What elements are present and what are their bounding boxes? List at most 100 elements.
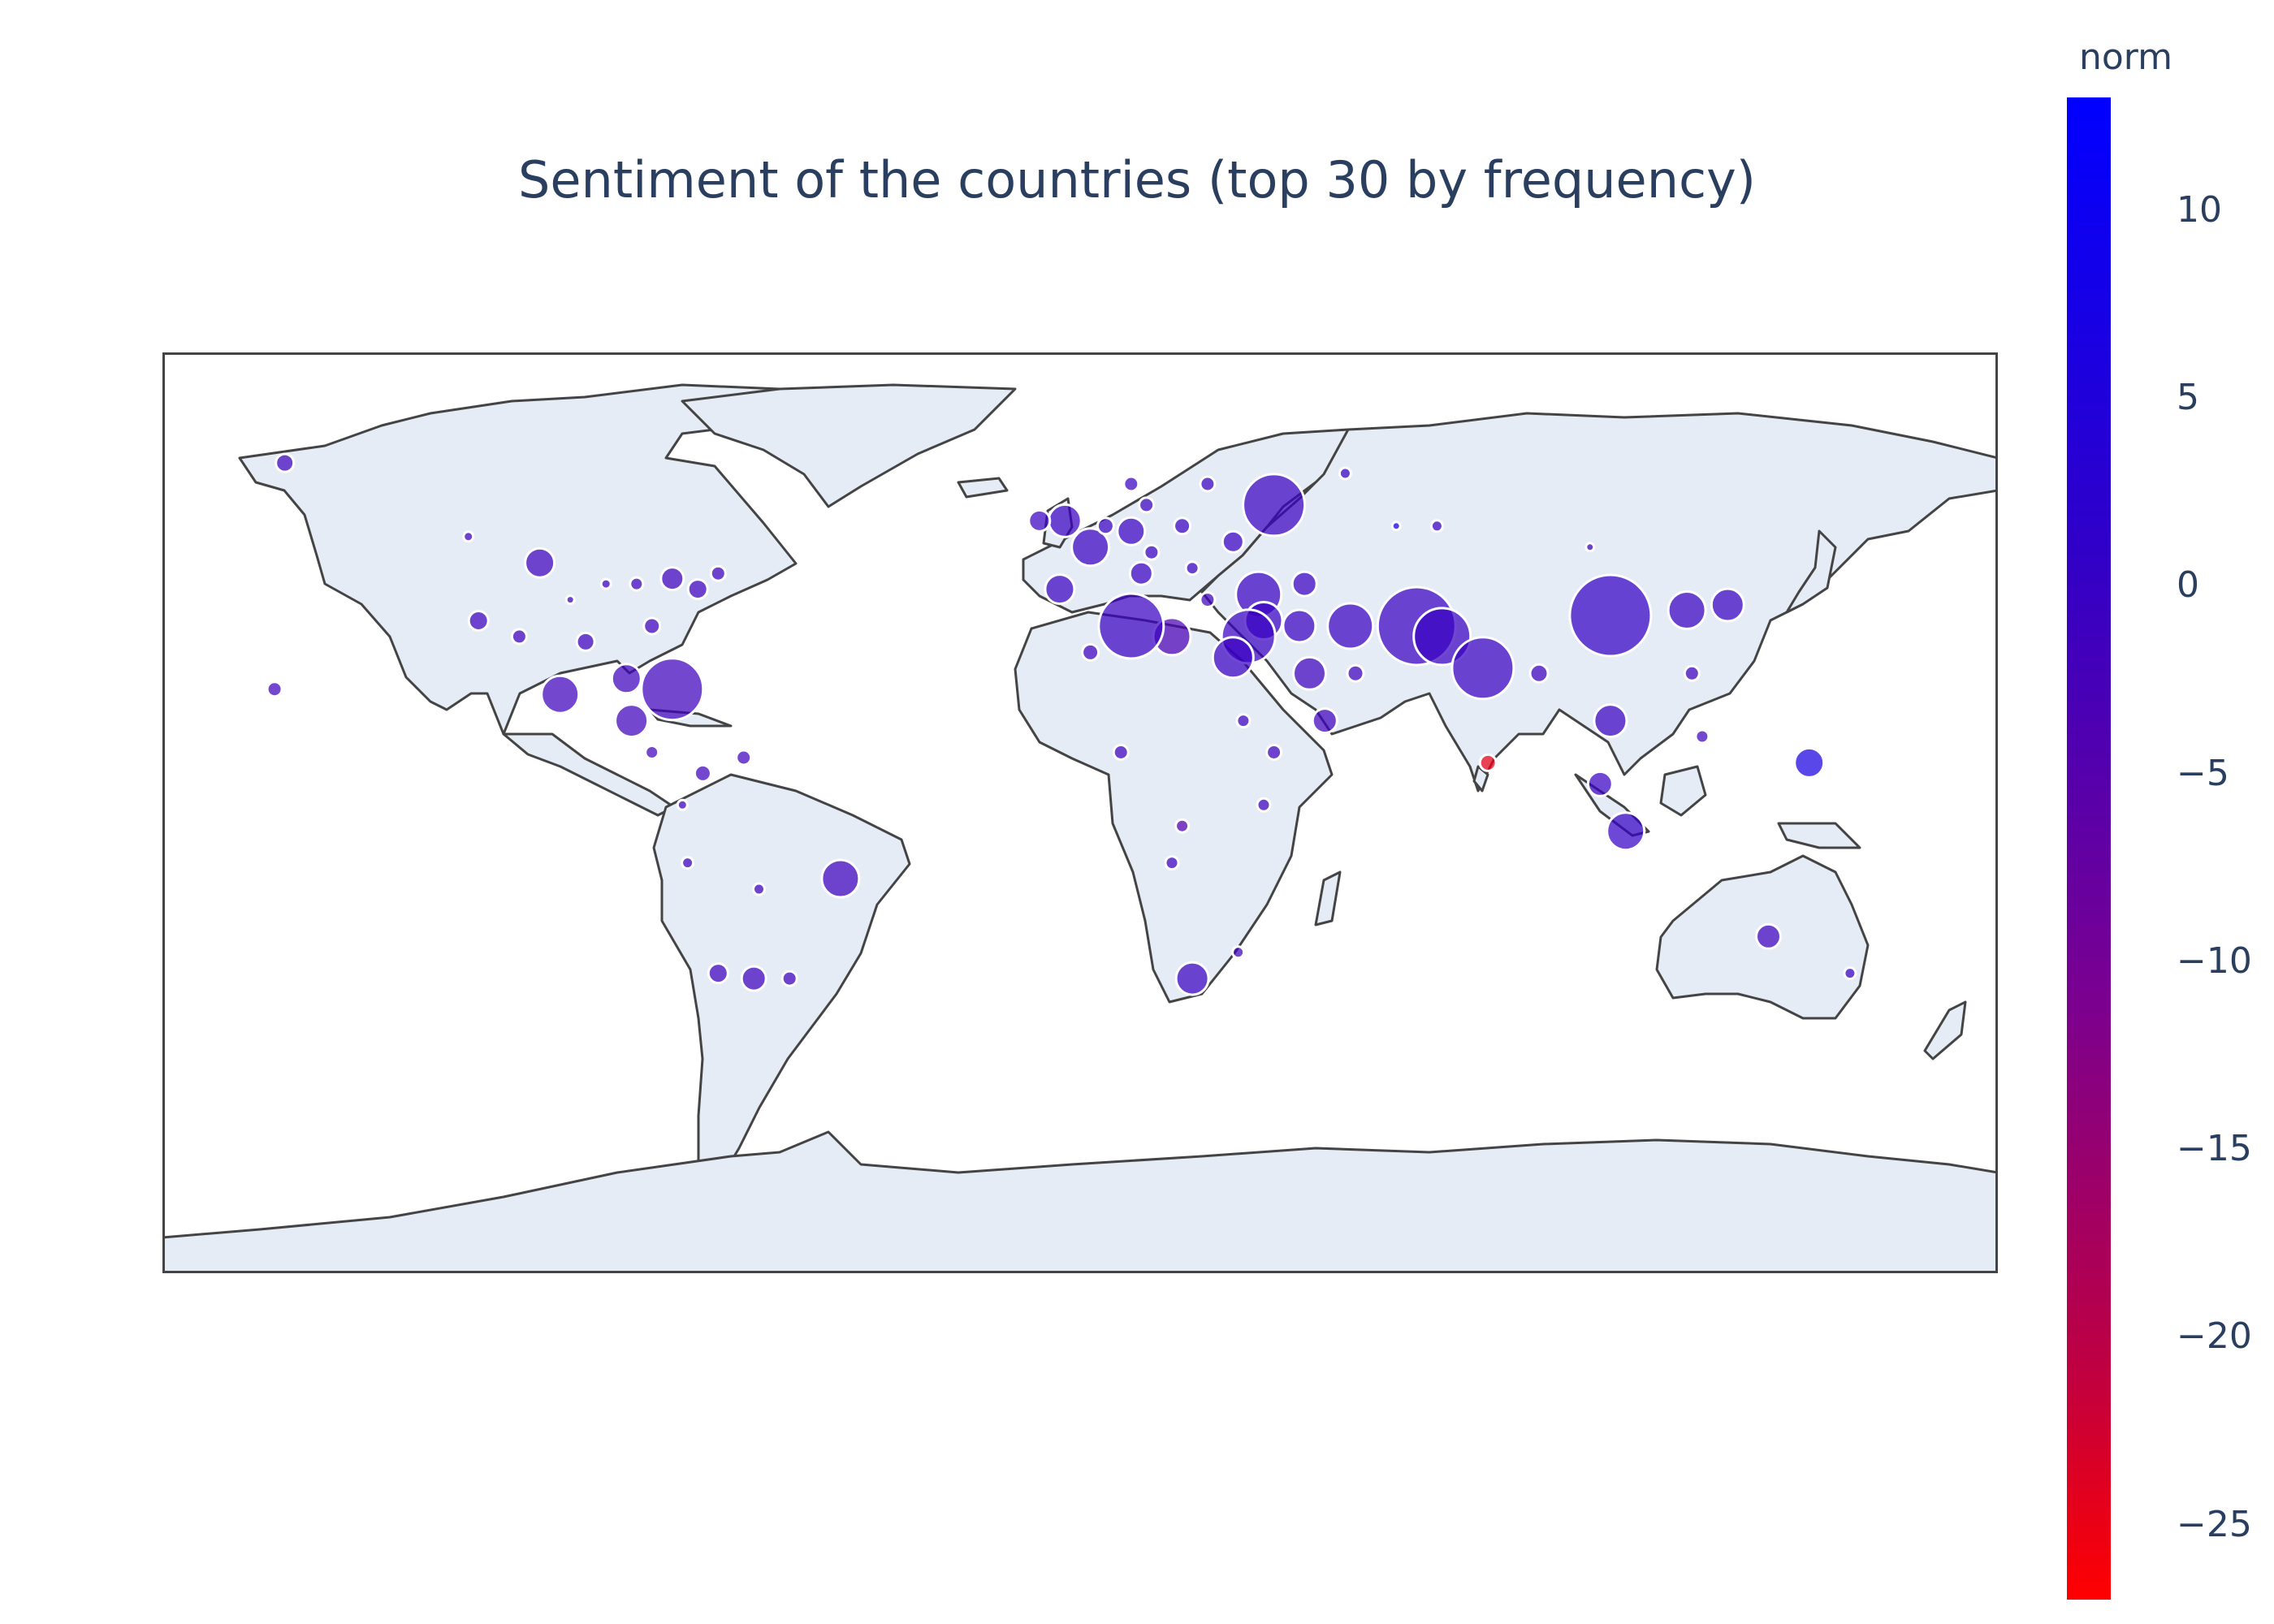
data-marker[interactable] — [1265, 744, 1283, 761]
borneo-landmass — [1659, 765, 1707, 817]
data-marker[interactable] — [1667, 590, 1707, 630]
data-marker[interactable] — [1097, 592, 1165, 660]
data-marker[interactable] — [275, 452, 296, 473]
data-marker[interactable] — [629, 576, 645, 592]
data-marker[interactable] — [1112, 744, 1130, 761]
colorbar-title: norm — [2079, 37, 2172, 78]
colorbar-tick-label: −25 — [2177, 1504, 2252, 1545]
data-marker[interactable] — [1606, 811, 1646, 852]
colorbar-tick-label: −15 — [2177, 1128, 2252, 1169]
data-marker[interactable] — [266, 680, 283, 698]
data-marker[interactable] — [1450, 636, 1515, 701]
data-marker[interactable] — [1122, 475, 1140, 493]
data-marker[interactable] — [1116, 516, 1147, 546]
data-marker[interactable] — [1221, 529, 1245, 554]
data-marker[interactable] — [1211, 636, 1255, 680]
data-marker[interactable] — [1199, 591, 1217, 609]
colorbar-tick-label: 5 — [2177, 377, 2199, 418]
data-marker[interactable] — [820, 858, 861, 899]
data-marker[interactable] — [707, 962, 729, 985]
data-marker[interactable] — [1311, 707, 1338, 735]
data-marker[interactable] — [640, 657, 705, 722]
data-marker[interactable] — [676, 798, 689, 811]
data-marker[interactable] — [1128, 560, 1154, 586]
data-marker[interactable] — [1138, 496, 1156, 514]
data-marker[interactable] — [524, 546, 556, 579]
data-marker[interactable] — [1568, 573, 1653, 658]
data-marker[interactable] — [1081, 642, 1100, 662]
data-marker[interactable] — [1755, 922, 1782, 950]
data-marker[interactable] — [1292, 655, 1327, 691]
data-marker[interactable] — [1843, 966, 1857, 981]
colorbar-tick-label: −20 — [2177, 1315, 2252, 1357]
data-marker[interactable] — [686, 578, 709, 601]
data-marker[interactable] — [1044, 573, 1076, 606]
new-zealand-landmass — [1923, 1000, 1967, 1060]
data-marker[interactable] — [1390, 520, 1402, 532]
data-marker[interactable] — [1174, 818, 1191, 834]
world-map[interactable] — [162, 352, 1998, 1273]
data-marker[interactable] — [1047, 503, 1083, 538]
data-marker[interactable] — [1231, 945, 1246, 960]
data-marker[interactable] — [540, 674, 581, 715]
colorbar-tick-label: 10 — [2177, 189, 2222, 231]
data-marker[interactable] — [575, 631, 596, 652]
iceland-landmass — [957, 477, 1009, 499]
colorbar-tick-label: −10 — [2177, 940, 2252, 982]
data-marker[interactable] — [1173, 516, 1192, 536]
colorbar — [2067, 97, 2111, 1600]
data-marker[interactable] — [1586, 770, 1614, 797]
data-marker[interactable] — [599, 577, 612, 590]
data-marker[interactable] — [1338, 466, 1352, 481]
data-marker[interactable] — [1174, 961, 1210, 996]
data-marker[interactable] — [467, 610, 490, 632]
data-marker[interactable] — [1584, 542, 1596, 553]
data-marker[interactable] — [1694, 728, 1710, 745]
sentiment-markers[interactable] — [266, 452, 1857, 996]
data-marker[interactable] — [1143, 543, 1161, 561]
data-marker[interactable] — [1478, 753, 1498, 772]
data-marker[interactable] — [1242, 473, 1307, 538]
greenland-landmass — [681, 383, 1017, 508]
data-marker[interactable] — [564, 594, 576, 606]
data-marker[interactable] — [659, 566, 685, 592]
data-marker[interactable] — [1199, 475, 1217, 493]
chart-title: Sentiment of the countries (top 30 by fr… — [518, 150, 1756, 209]
data-marker[interactable] — [1282, 608, 1317, 644]
data-marker[interactable] — [1096, 516, 1115, 536]
madagascar-landmass — [1314, 870, 1342, 926]
data-marker[interactable] — [780, 970, 798, 987]
data-marker[interactable] — [610, 663, 642, 695]
data-marker[interactable] — [510, 628, 528, 646]
data-marker[interactable] — [1027, 508, 1052, 533]
data-marker[interactable] — [1256, 797, 1272, 813]
map-frame — [162, 352, 1998, 1273]
data-marker[interactable] — [614, 703, 650, 739]
sri-lanka-landmass — [1472, 765, 1489, 793]
data-marker[interactable] — [1184, 560, 1200, 577]
data-marker[interactable] — [1793, 746, 1826, 779]
data-marker[interactable] — [1593, 703, 1628, 739]
data-marker[interactable] — [740, 965, 767, 992]
data-marker[interactable] — [644, 745, 660, 760]
data-marker[interactable] — [462, 530, 475, 543]
antarctica-landmass — [162, 1130, 1998, 1273]
data-marker[interactable] — [752, 882, 766, 896]
data-marker[interactable] — [1528, 663, 1550, 684]
data-marker[interactable] — [642, 616, 662, 636]
data-marker[interactable] — [1290, 570, 1318, 598]
data-marker[interactable] — [1235, 713, 1252, 729]
colorbar-tick-label: 0 — [2177, 564, 2199, 606]
data-marker[interactable] — [693, 763, 712, 783]
data-marker[interactable] — [735, 749, 753, 767]
data-marker[interactable] — [1326, 602, 1375, 650]
data-marker[interactable] — [1683, 664, 1701, 682]
data-marker[interactable] — [1429, 519, 1444, 533]
data-marker[interactable] — [1710, 587, 1745, 623]
data-marker[interactable] — [1164, 855, 1180, 871]
new-guinea-landmass — [1777, 822, 1861, 849]
data-marker[interactable] — [1346, 663, 1365, 683]
data-marker[interactable] — [709, 564, 727, 582]
data-marker[interactable] — [681, 856, 695, 870]
data-marker[interactable] — [1070, 527, 1111, 568]
